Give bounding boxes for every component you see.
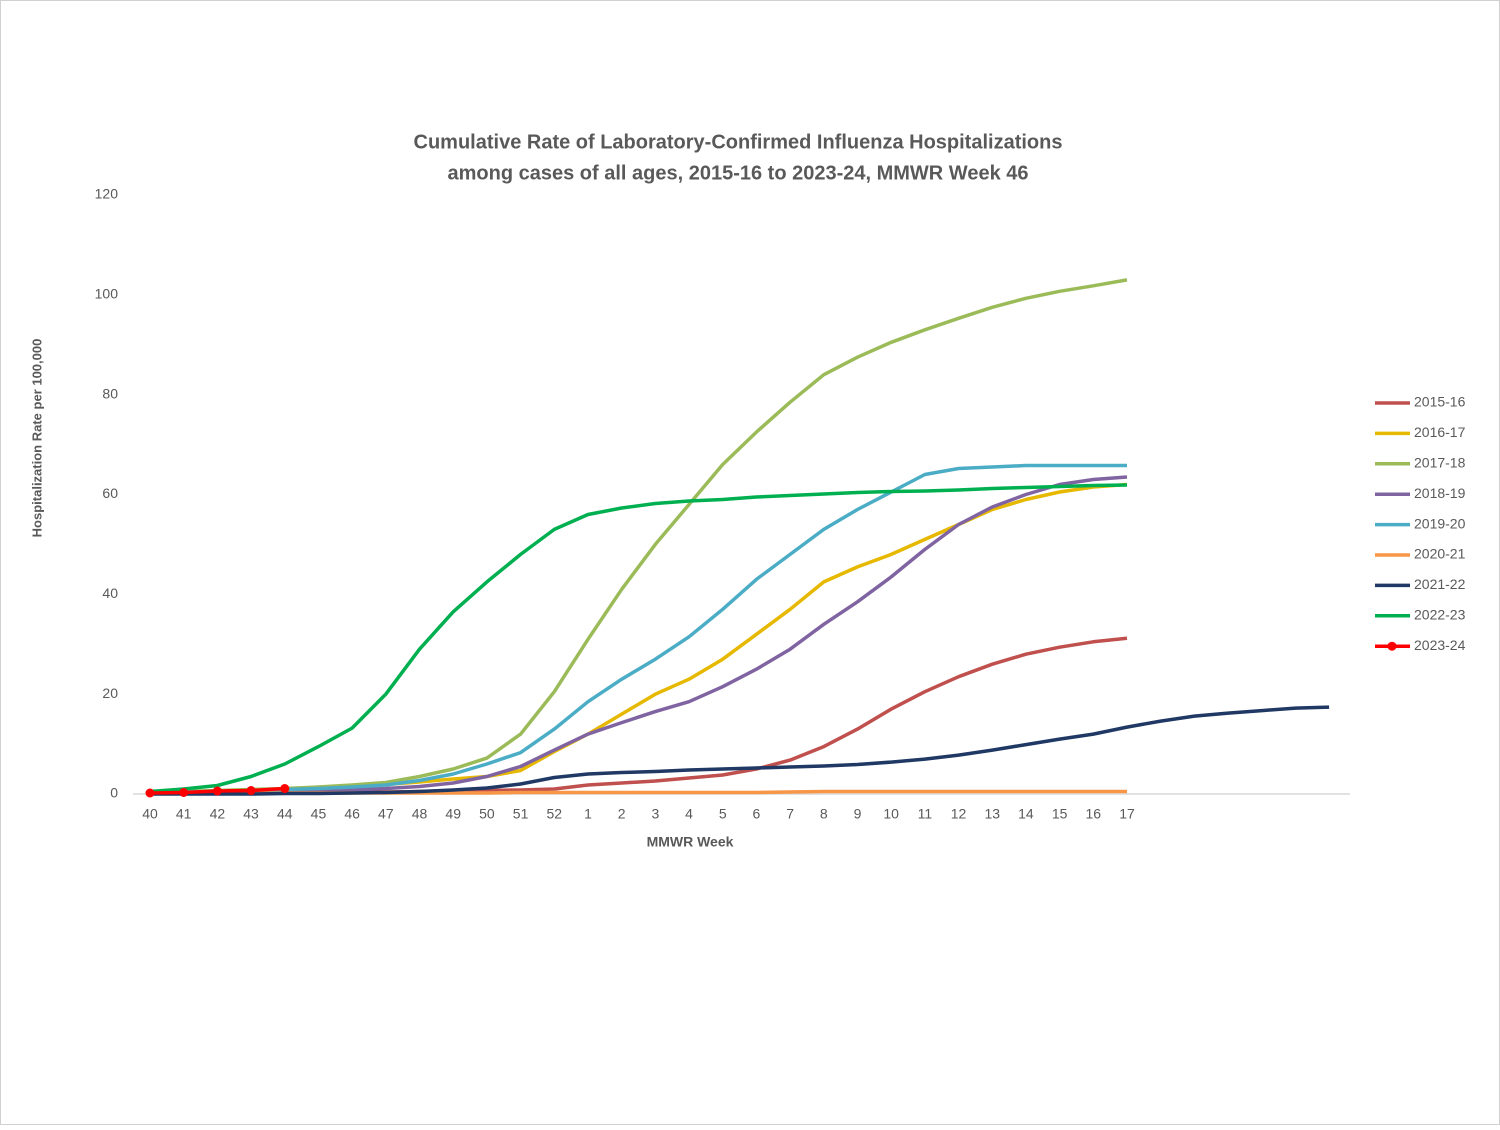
x-tick-label: 14 [1018, 806, 1034, 822]
y-tick-label: 120 [95, 186, 119, 202]
series-line [149, 475, 1128, 796]
x-tick-label: 50 [479, 806, 495, 822]
x-tick-label: 16 [1086, 806, 1102, 822]
x-tick-label: 9 [854, 806, 862, 822]
x-tick-label: 15 [1052, 806, 1068, 822]
legend-label: 2019-20 [1414, 515, 1466, 531]
y-tick-label: 100 [95, 286, 119, 302]
legend-label: 2016-17 [1414, 424, 1466, 440]
legend-label: 2023-24 [1414, 637, 1466, 653]
x-tick-label: 1 [584, 806, 592, 822]
x-axis-label: MMWR Week [647, 834, 734, 850]
x-tick-label: 43 [243, 806, 259, 822]
x-tick-label: 17 [1119, 806, 1135, 822]
x-tick-label: 52 [546, 806, 562, 822]
legend-label: 2017-18 [1414, 455, 1466, 471]
x-tick-label: 44 [277, 806, 293, 822]
y-tick-label: 60 [102, 485, 118, 501]
y-tick-label: 0 [110, 785, 118, 801]
y-axis-label: Hospitalization Rate per 100,000 [29, 339, 44, 538]
legend-label: 2021-22 [1414, 576, 1466, 592]
x-tick-label: 8 [820, 806, 828, 822]
legend-marker [1387, 641, 1397, 651]
x-tick-label: 49 [445, 806, 461, 822]
x-tick-label: 12 [951, 806, 967, 822]
x-tick-label: 3 [651, 806, 659, 822]
y-tick-label: 80 [102, 385, 118, 401]
point-marker [179, 788, 189, 798]
x-tick-label: 40 [142, 806, 158, 822]
x-tick-label: 46 [344, 806, 360, 822]
point-marker [280, 784, 290, 794]
x-tick-label: 11 [918, 806, 933, 822]
series-line [149, 483, 1128, 794]
legend-label: 2022-23 [1414, 607, 1466, 623]
x-tick-label: 5 [719, 806, 727, 822]
series-line [149, 463, 1127, 795]
point-marker [212, 786, 222, 796]
x-tick-label: 42 [210, 806, 226, 822]
x-tick-label: 51 [513, 806, 529, 822]
x-tick-label: 2 [618, 806, 626, 822]
x-tick-label: 13 [984, 806, 1000, 822]
point-marker [246, 786, 256, 796]
x-tick-label: 45 [311, 806, 327, 822]
x-tick-label: 7 [786, 806, 794, 822]
x-tick-label: 4 [685, 806, 693, 822]
x-tick-label: 6 [753, 806, 761, 822]
y-tick-label: 20 [102, 685, 118, 701]
chart-title: Cumulative Rate of Laboratory-Confirmed … [414, 131, 1063, 153]
legend-label: 2018-19 [1414, 485, 1466, 501]
point-marker [145, 788, 155, 798]
chart-subtitle: among cases of all ages, 2015-16 to 2023… [448, 162, 1029, 184]
series-line [150, 705, 1330, 796]
x-tick-label: 41 [176, 806, 192, 822]
y-tick-label: 40 [102, 585, 118, 601]
legend-label: 2020-21 [1414, 546, 1466, 562]
x-tick-label: 47 [378, 806, 394, 822]
x-tick-label: 48 [412, 806, 428, 822]
legend-label: 2015-16 [1414, 394, 1466, 410]
x-tick-label: 10 [883, 806, 899, 822]
